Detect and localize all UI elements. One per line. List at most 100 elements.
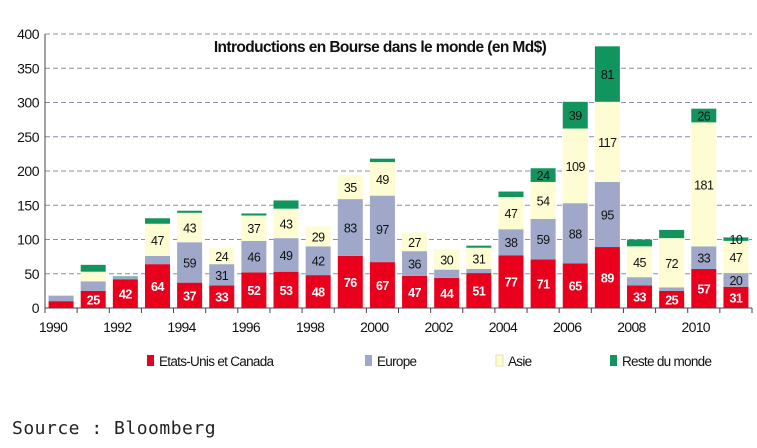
- data-label: 97: [376, 223, 389, 237]
- data-label: 25: [665, 293, 678, 307]
- data-label: 31: [729, 291, 742, 305]
- data-label: 71: [537, 278, 550, 292]
- bar-segment: [369, 195, 395, 263]
- bar-segment: [562, 128, 588, 204]
- bars: 25 42 64 47 37 59 43 33 31 24 52 46 37 53 49 43 48 42 29 76…: [48, 46, 749, 308]
- bar-segment: [112, 276, 138, 278]
- bar-segment: [691, 246, 717, 269]
- bar-segment: [498, 197, 524, 230]
- bar-segment: [530, 168, 556, 182]
- legend-label: Reste du monde: [622, 354, 711, 369]
- data-label: 65: [569, 280, 582, 294]
- data-label: 59: [183, 256, 196, 270]
- bar-segment: [594, 101, 620, 182]
- data-label: 26: [697, 110, 710, 124]
- bar-segment: [337, 255, 363, 308]
- data-label: 27: [408, 236, 421, 250]
- bar-segment: [434, 249, 460, 270]
- y-tick-label: 150: [17, 197, 40, 213]
- data-label: 117: [598, 136, 617, 150]
- data-label: 47: [408, 286, 421, 300]
- x-tick-label: 1996: [232, 319, 261, 335]
- bar-segment: [466, 247, 492, 269]
- data-label: 81: [601, 68, 614, 82]
- bar-segment: [434, 277, 460, 308]
- bar-segment: [80, 271, 106, 282]
- bar-segment: [144, 218, 170, 224]
- data-label: 30: [440, 253, 453, 267]
- data-label: 59: [537, 233, 550, 247]
- data-label: 25: [87, 293, 100, 307]
- x-tick-label: 2002: [424, 319, 453, 335]
- bar-segment: [659, 238, 685, 288]
- chart: 0 50 100 150 200 250 300 350 400 25 42 64 47 37 59 43 3…: [17, 26, 753, 369]
- legend-label: Europe: [377, 354, 417, 369]
- bar-segment: [337, 199, 363, 256]
- bar-segment: [402, 251, 428, 276]
- data-label: 35: [344, 181, 357, 195]
- legend-swatch: [147, 355, 154, 366]
- x-tick-label: 2008: [617, 319, 646, 335]
- data-label: 83: [344, 222, 357, 236]
- bar-segment: [369, 262, 395, 308]
- legend: Etats-Unis et Canada Europe Asie Reste du m…: [147, 354, 712, 369]
- y-tick-label: 200: [17, 163, 40, 179]
- bar-segment: [723, 237, 749, 241]
- bar-segment: [498, 229, 524, 256]
- data-label: 52: [247, 284, 260, 298]
- data-label: 20: [729, 274, 742, 288]
- bar-segment: [337, 175, 363, 200]
- y-tick-label: 0: [32, 300, 40, 316]
- bar-segment: [466, 273, 492, 308]
- bar-segment: [530, 181, 556, 219]
- data-label: 109: [566, 160, 586, 174]
- bar-segment: [691, 108, 717, 123]
- bar-segment: [691, 122, 717, 247]
- bar-segment: [723, 240, 749, 274]
- data-label: 36: [408, 257, 421, 271]
- data-label: 72: [665, 257, 678, 271]
- bar-segment: [273, 238, 299, 272]
- bar-segment: [659, 290, 685, 308]
- chart-title: Introductions en Bourse dans le monde (e…: [214, 39, 547, 56]
- bar-segment: [209, 285, 235, 308]
- bar-segment: [305, 275, 331, 308]
- data-label: 42: [119, 288, 132, 302]
- bar-segment: [659, 229, 685, 239]
- bar-segment: [48, 301, 74, 308]
- bar-segment: [177, 242, 203, 283]
- x-axis: 1990 1992 1994 1996 1998 2000 2002 2004 2006 2008…: [39, 307, 753, 335]
- data-label: 47: [505, 207, 518, 221]
- data-label: 39: [569, 109, 582, 123]
- data-label: 33: [697, 252, 710, 266]
- data-label: 76: [344, 276, 357, 290]
- bar-segment: [530, 259, 556, 308]
- data-label: 43: [280, 217, 293, 231]
- x-tick-label: 2000: [360, 319, 389, 335]
- x-tick-label: 2006: [553, 319, 582, 335]
- bar-segment: [177, 282, 203, 308]
- bar-segment: [369, 158, 395, 163]
- grid: [45, 33, 752, 275]
- data-label: 53: [280, 284, 293, 298]
- data-label: 45: [633, 256, 646, 270]
- bar-segment: [627, 239, 653, 247]
- bar-segment: [112, 277, 138, 280]
- data-label: 51: [472, 285, 485, 299]
- data-label: 47: [151, 234, 164, 248]
- bar-segment: [48, 295, 74, 302]
- legend-label: Asie: [508, 354, 532, 369]
- y-tick-label: 400: [17, 26, 40, 42]
- bar-segment: [466, 245, 492, 248]
- data-label: 77: [505, 276, 518, 290]
- y-tick-label: 300: [17, 95, 40, 111]
- data-label: 29: [312, 230, 325, 244]
- x-tick-label: 1998: [296, 319, 325, 335]
- data-label: 89: [601, 272, 614, 286]
- bar-segment: [466, 268, 492, 274]
- y-tick-label: 250: [17, 129, 40, 145]
- bar-segment: [305, 226, 331, 247]
- x-tick-label: 1990: [39, 319, 68, 335]
- bar-segment: [241, 213, 267, 216]
- x-tick-label: 1994: [167, 319, 196, 335]
